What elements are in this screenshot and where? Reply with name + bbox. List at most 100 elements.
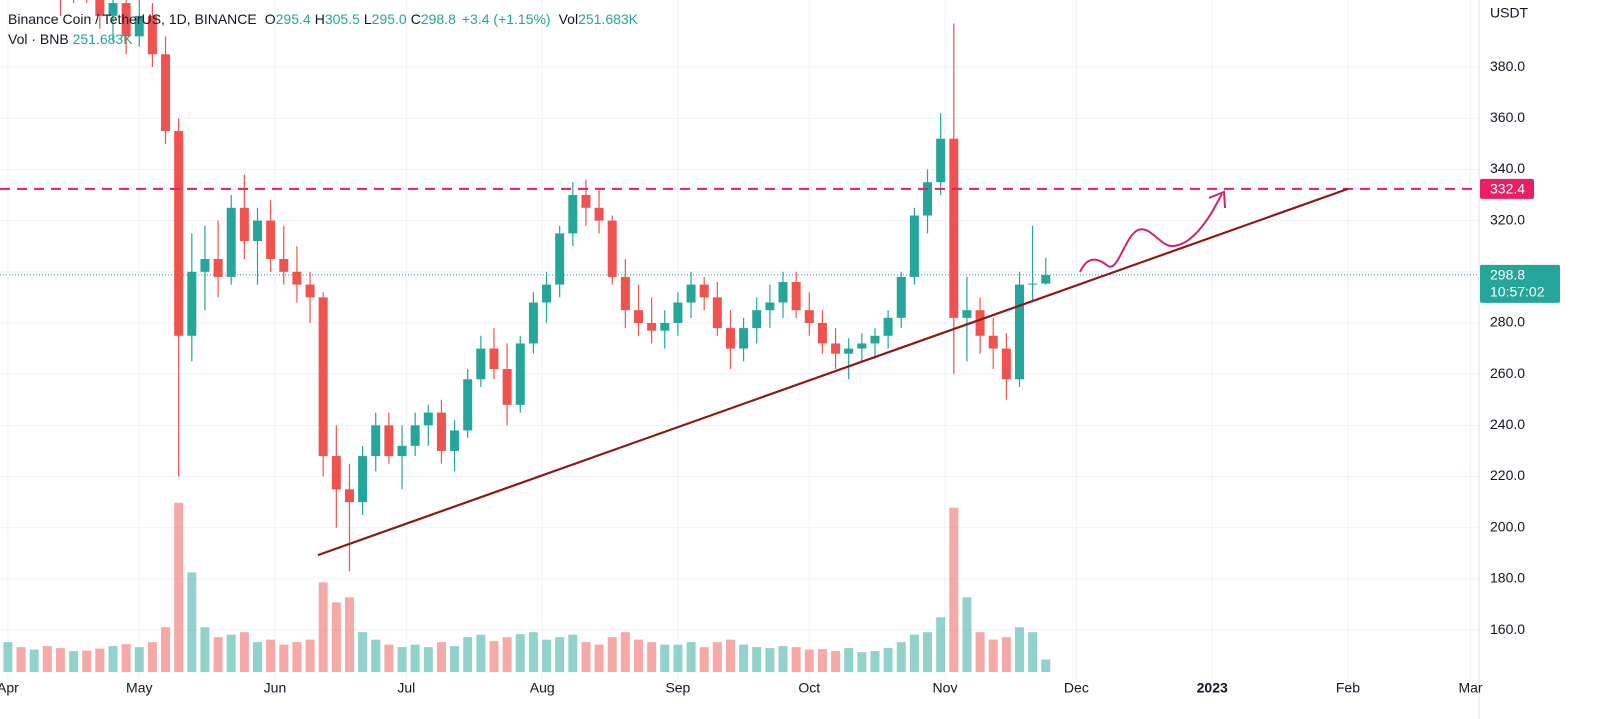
- readout-value: 305.5: [324, 11, 360, 27]
- drawings: [0, 187, 1478, 557]
- legend: Binance Coin / TetherUS, 1D, BINANCE O295…: [8, 9, 638, 49]
- countdown: 10:57:02: [1490, 284, 1545, 300]
- candle-body: [463, 379, 473, 431]
- candle-body: [1028, 283, 1038, 285]
- readout-label: C: [410, 11, 421, 27]
- candle-body: [489, 348, 499, 370]
- volume-label: Vol: [558, 11, 579, 27]
- legend-line: Vol · BNB 251.683K: [8, 29, 638, 49]
- candle-body: [581, 195, 591, 208]
- volume-bar: [528, 632, 538, 672]
- volume-bar: [739, 644, 749, 672]
- volume-bar: [515, 634, 525, 672]
- volume-bar: [213, 637, 223, 672]
- candle-body: [765, 302, 775, 311]
- x-tick-label: Nov: [933, 680, 958, 696]
- candle-body: [305, 284, 315, 298]
- candle-body: [752, 310, 762, 329]
- x-tick-label: Jun: [264, 680, 287, 696]
- candle-body: [686, 284, 696, 303]
- candle-body: [436, 412, 446, 451]
- candle-body: [423, 412, 433, 426]
- volume-bar: [108, 646, 118, 672]
- candle-body: [147, 15, 157, 55]
- candle-body: [896, 276, 906, 318]
- candle-body: [791, 282, 801, 311]
- x-tick-label: Jul: [397, 680, 415, 696]
- volume-bar: [16, 647, 26, 672]
- candle-body: [660, 322, 670, 331]
- candle-body: [213, 258, 223, 277]
- volume-bar: [3, 642, 13, 672]
- volume-bar: [476, 634, 486, 672]
- legend-line: Binance Coin / TetherUS, 1D, BINANCE O295…: [8, 9, 638, 29]
- candle-body: [909, 215, 919, 277]
- volume-bar: [502, 637, 512, 672]
- candle-body: [962, 310, 972, 318]
- volume-legend: Vol · BNB: [8, 31, 69, 47]
- candle-body: [647, 322, 657, 331]
- candle-body: [607, 220, 617, 277]
- volume-bar: [423, 647, 433, 672]
- candle-body: [292, 271, 302, 285]
- volume-bar: [778, 646, 788, 672]
- volume-bar: [555, 637, 565, 672]
- volume-bar: [55, 648, 65, 672]
- candle-body: [923, 182, 933, 216]
- candle-body: [844, 348, 854, 354]
- volume-bar: [371, 639, 381, 672]
- price-label-box: [1480, 264, 1560, 303]
- candle-body: [620, 276, 630, 311]
- x-tick-label: Aug: [530, 680, 555, 696]
- volume-bar: [1028, 632, 1038, 672]
- readout-value: 295.4: [275, 11, 311, 27]
- readout-label: L: [363, 11, 372, 27]
- grid: [0, 0, 1478, 680]
- candle-body: [1014, 284, 1024, 380]
- volume-bar: [344, 597, 354, 672]
- volume-bar: [161, 627, 171, 672]
- volume-bar: [95, 648, 105, 672]
- volume-bar: [489, 641, 499, 672]
- volume-bar: [331, 602, 341, 672]
- volume-bar: [1041, 659, 1051, 672]
- volume-bar: [226, 634, 236, 672]
- volume-bar: [896, 642, 906, 672]
- volume-bar: [633, 639, 643, 672]
- candle-body: [450, 430, 460, 451]
- y-tick-label: 180.0: [1490, 570, 1525, 586]
- candle-body: [95, 0, 105, 16]
- volume-bar: [200, 627, 210, 672]
- candle-body: [476, 348, 486, 380]
- volume-bar: [923, 632, 933, 672]
- volume-bar: [647, 642, 657, 672]
- volume-bar: [975, 632, 985, 672]
- volume-bar: [725, 639, 735, 672]
- symbol-title: Binance Coin / TetherUS, 1D, BINANCE: [8, 11, 257, 27]
- volume-bar: [1001, 637, 1011, 672]
- candle-body: [778, 282, 788, 303]
- volume-bar: [857, 652, 867, 672]
- volume-bar: [69, 651, 79, 672]
- readout-value: 298.8: [420, 11, 456, 27]
- candle-body: [239, 207, 249, 242]
- candle-body: [253, 220, 263, 242]
- readout-value: 295.0: [371, 11, 407, 27]
- volume-bar: [187, 572, 197, 672]
- candle-body: [555, 233, 565, 285]
- candle-body: [831, 343, 841, 354]
- x-tick-label: Dec: [1064, 680, 1089, 696]
- y-tick-label: 220.0: [1490, 467, 1525, 483]
- candle-body: [594, 207, 604, 221]
- candle-body: [371, 425, 381, 457]
- candle-body: [410, 425, 420, 446]
- volume-bar: [279, 644, 289, 672]
- volume-bar: [909, 634, 919, 672]
- price-axis: USDT 160.0 180.0 200.0 220.0 240.0 260.0 280.0…: [0, 0, 1560, 719]
- volume-bar: [817, 649, 827, 672]
- volume-bar: [673, 644, 683, 672]
- volume-bar: [174, 502, 184, 672]
- volume-bar: [594, 644, 604, 672]
- volume-legend-value: 251.683K: [72, 31, 133, 47]
